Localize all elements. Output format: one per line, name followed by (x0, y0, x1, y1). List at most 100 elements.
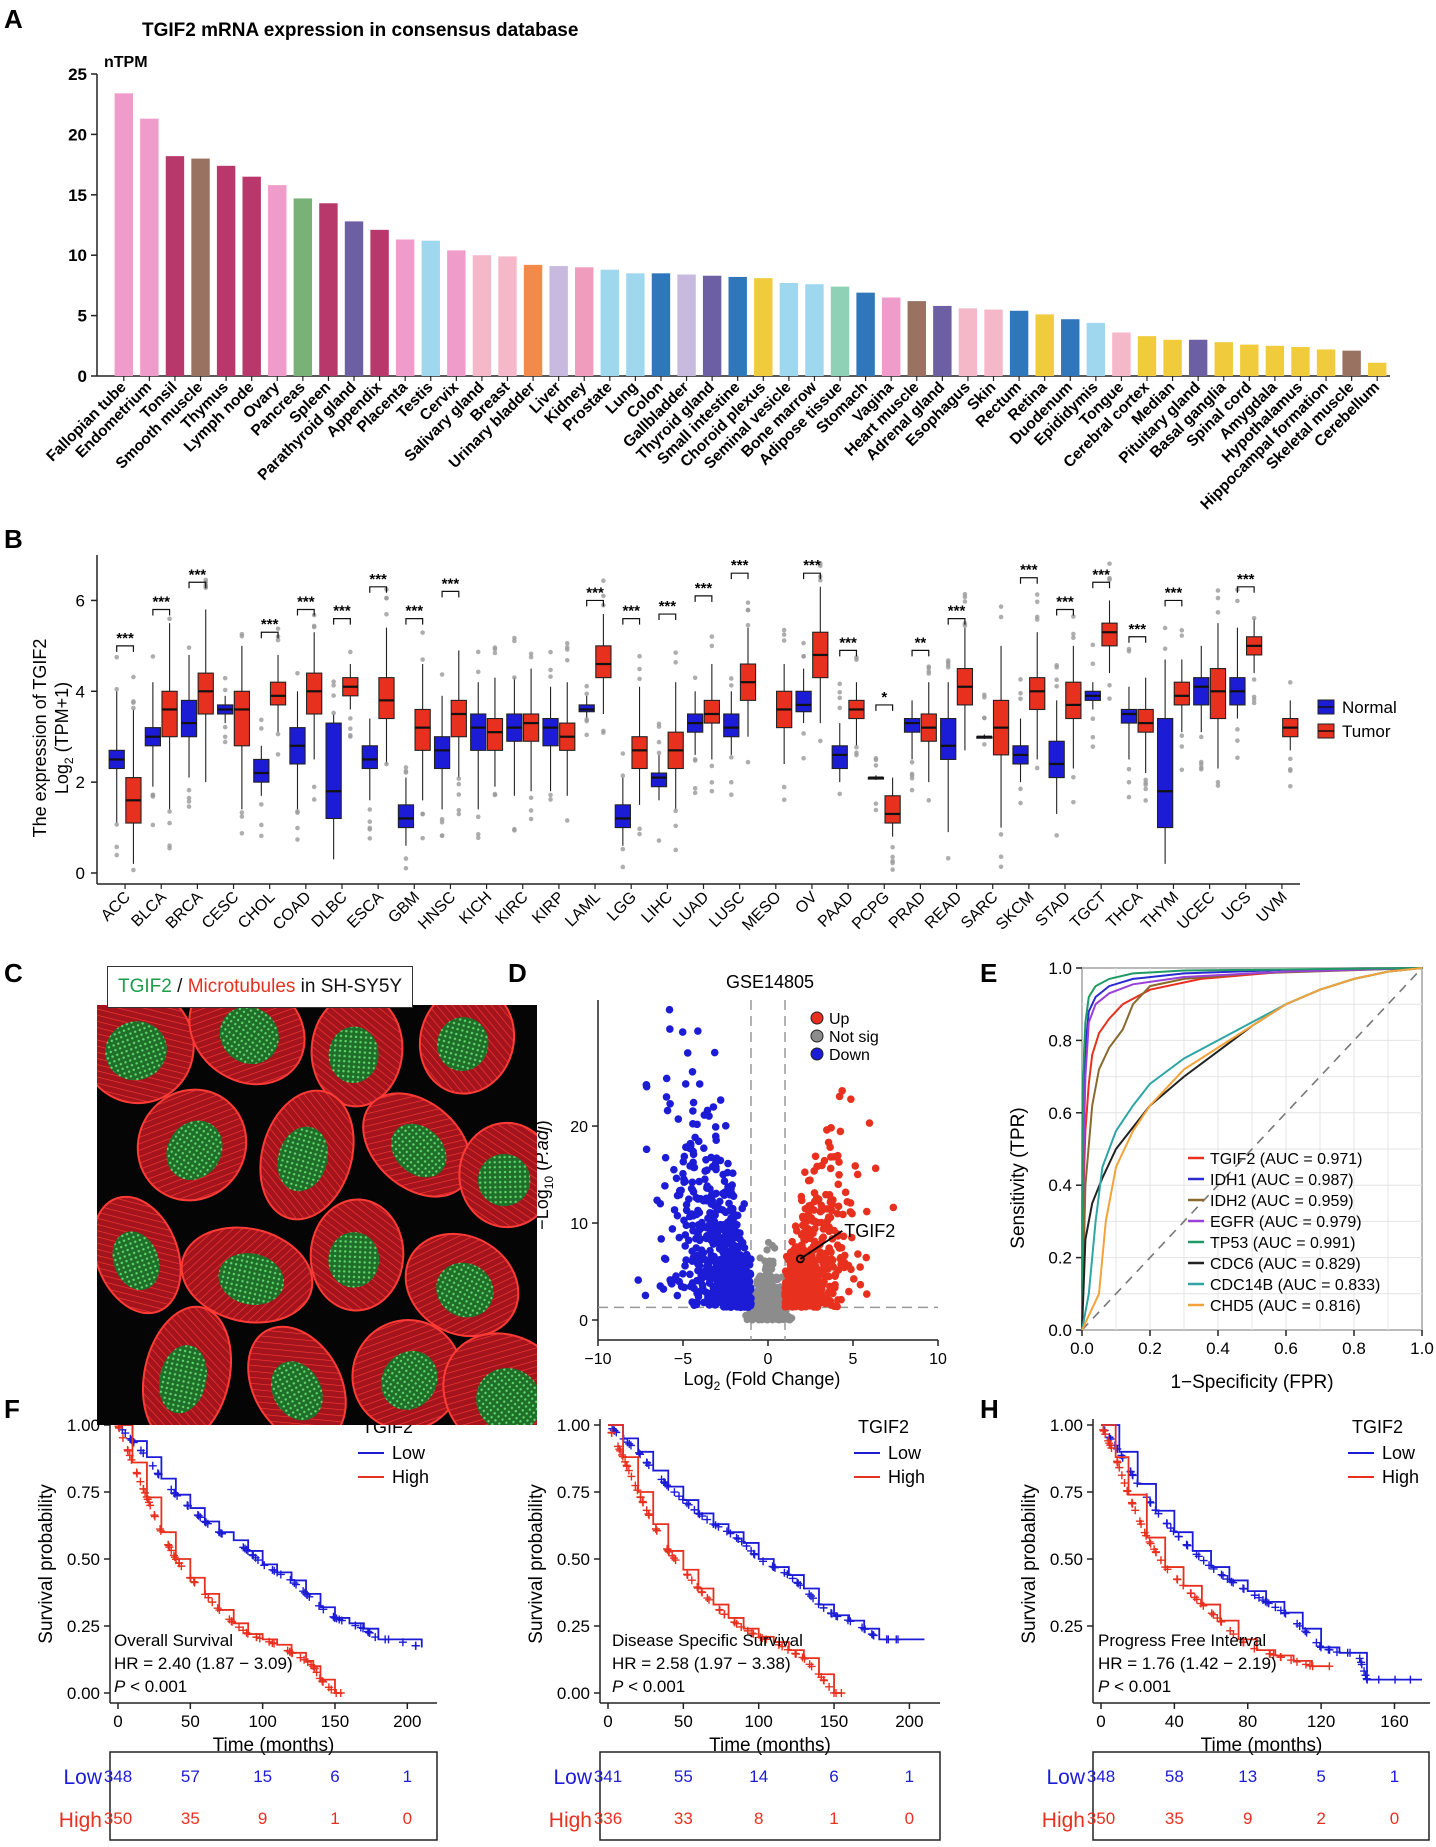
volcano-dot-up (862, 1253, 871, 1262)
box-tumor-stad-outlier (1071, 774, 1076, 780)
panel-b-ylabel-line1: The expression of TGIF2 (30, 639, 50, 838)
km-censor-mark (174, 1558, 183, 1567)
box-normal-lusc-outlier (729, 676, 734, 681)
box-tumor-read-outlier (962, 623, 968, 629)
volcano-dot-down (673, 1211, 682, 1220)
volcano-dot-notsig (772, 1294, 781, 1302)
box-normal-luad-outlier (692, 790, 698, 796)
volcano-dot-down (701, 1256, 710, 1264)
box-tumor-thca-box (1137, 708, 1154, 733)
volcano-dot-down (715, 1204, 723, 1212)
volcano-dot-up (805, 1202, 813, 1210)
km-risk-low-cell: 6 (330, 1767, 339, 1786)
box-normal-lusc-outlier (729, 779, 734, 785)
km-risk-high-cell: 0 (905, 1809, 914, 1828)
km-censor-mark (324, 1683, 333, 1692)
volcano-dot-down (692, 1300, 701, 1309)
box-tumor-acc-outlier (131, 867, 136, 873)
category-label-paad: PAAD (815, 889, 857, 931)
volcano-dot-down (689, 1107, 697, 1115)
volcano-dot-notsig (763, 1246, 771, 1254)
panel-c-fluorescence-image (97, 1005, 537, 1425)
bar-adipose-tissue (830, 286, 850, 376)
tick-label-km-x: 200 (895, 1712, 923, 1731)
km-censor-mark (1250, 1644, 1259, 1653)
km-censor-mark (726, 1529, 735, 1538)
km-risk-high-cell: 2 (1316, 1809, 1325, 1828)
volcano-dot-up (802, 1302, 810, 1311)
km-curve-low (608, 1424, 925, 1641)
legend-label-volcano: Not sig (829, 1029, 879, 1046)
km-censor-mark (832, 1689, 841, 1697)
km-censor-mark (1239, 1584, 1248, 1593)
volcano-dot-down (674, 1115, 683, 1123)
sig-bracket (1056, 608, 1074, 616)
box-tumor-gbm-outlier (420, 835, 425, 841)
box-normal-blca-outlier (150, 654, 156, 659)
km-censor-mark (1172, 1575, 1181, 1584)
box-tumor-ucec-outlier (1215, 779, 1221, 785)
volcano-dot-up (798, 1297, 807, 1305)
tick-label-a-y: 0 (78, 367, 87, 386)
box-normal-dlbc-outlier (331, 679, 336, 684)
cell-image-drawing (97, 1005, 537, 1425)
km-censor-mark (1280, 1608, 1289, 1617)
km-censor-mark (1145, 1537, 1154, 1546)
box-tumor-hnsc-outlier (456, 792, 462, 797)
box-tumor-pcpg-box (884, 795, 901, 824)
sig-label: *** (1020, 562, 1038, 579)
tick-label-a-y: 15 (68, 186, 87, 205)
volcano-dot-up (790, 1262, 799, 1271)
volcano-dot-notsig (763, 1275, 771, 1283)
box-normal-kich-outlier (475, 649, 481, 655)
volcano-dot-up (785, 1277, 793, 1285)
box-normal-lgg-box (614, 804, 631, 829)
panel-d-ylabel: −Log10 (P.adj) (532, 1120, 556, 1230)
box-tumor-chol-box (269, 681, 287, 706)
box-tumor-ucs-outlier (1251, 700, 1257, 706)
box-tumor-kirc-outlier (528, 795, 534, 801)
box-normal-thca-outlier (1126, 648, 1132, 654)
sig-label: *** (803, 557, 821, 574)
roc-curve-chd5 (1081, 967, 1423, 1331)
km-censor-mark (319, 1605, 328, 1614)
volcano-dot-down (689, 1120, 697, 1128)
cell-nucleus (105, 1021, 167, 1081)
volcano-dot-down (659, 1285, 668, 1293)
km-censor-mark (651, 1525, 660, 1534)
box-tumor-ucec-outlier (1215, 588, 1221, 593)
km-legend-label-high: High (888, 1467, 925, 1487)
km-censor-mark (1293, 1619, 1302, 1628)
km-censor-mark (303, 1590, 312, 1599)
box-normal-hnsc-box (433, 736, 451, 770)
box-tumor-luad-outlier (709, 643, 715, 649)
box-tumor-hnsc-outlier (456, 811, 462, 817)
box-normal-skcm-outlier (1018, 677, 1023, 682)
volcano-dot-down (642, 1082, 651, 1091)
km-censor-mark (807, 1662, 816, 1671)
km-censor-mark (1301, 1660, 1310, 1669)
volcano-dot-up (862, 1207, 871, 1216)
panel-letter-d: D (508, 958, 527, 988)
bar-vagina (881, 297, 901, 376)
box-normal-lusc-box (723, 713, 740, 738)
tick-label-d-y: 10 (570, 1216, 588, 1233)
box-normal-lihc-outlier (656, 838, 662, 843)
box-normal-acc-outlier (114, 686, 120, 692)
box-normal-hnsc-outlier (439, 819, 445, 825)
km-censor-mark (625, 1439, 634, 1448)
box-tumor-skcm-outlier (1034, 617, 1040, 622)
km-censor-mark (668, 1551, 677, 1560)
bar-epididymis (1086, 322, 1106, 376)
tick-label-km-y: 0.75 (557, 1483, 590, 1502)
bar-cervix (447, 250, 466, 376)
box-normal-kich-outlier (475, 669, 481, 675)
bar-duodenum (1061, 319, 1080, 376)
volcano-dot-down (675, 1277, 684, 1286)
volcano-dot-down (721, 1235, 730, 1244)
tick-label-e-x: 0.6 (1274, 1339, 1298, 1358)
km-censor-mark (636, 1450, 645, 1459)
panel-a-title: TGIF2 mRNA expression in consensus datab… (142, 20, 578, 41)
km-curve-low (118, 1424, 423, 1648)
